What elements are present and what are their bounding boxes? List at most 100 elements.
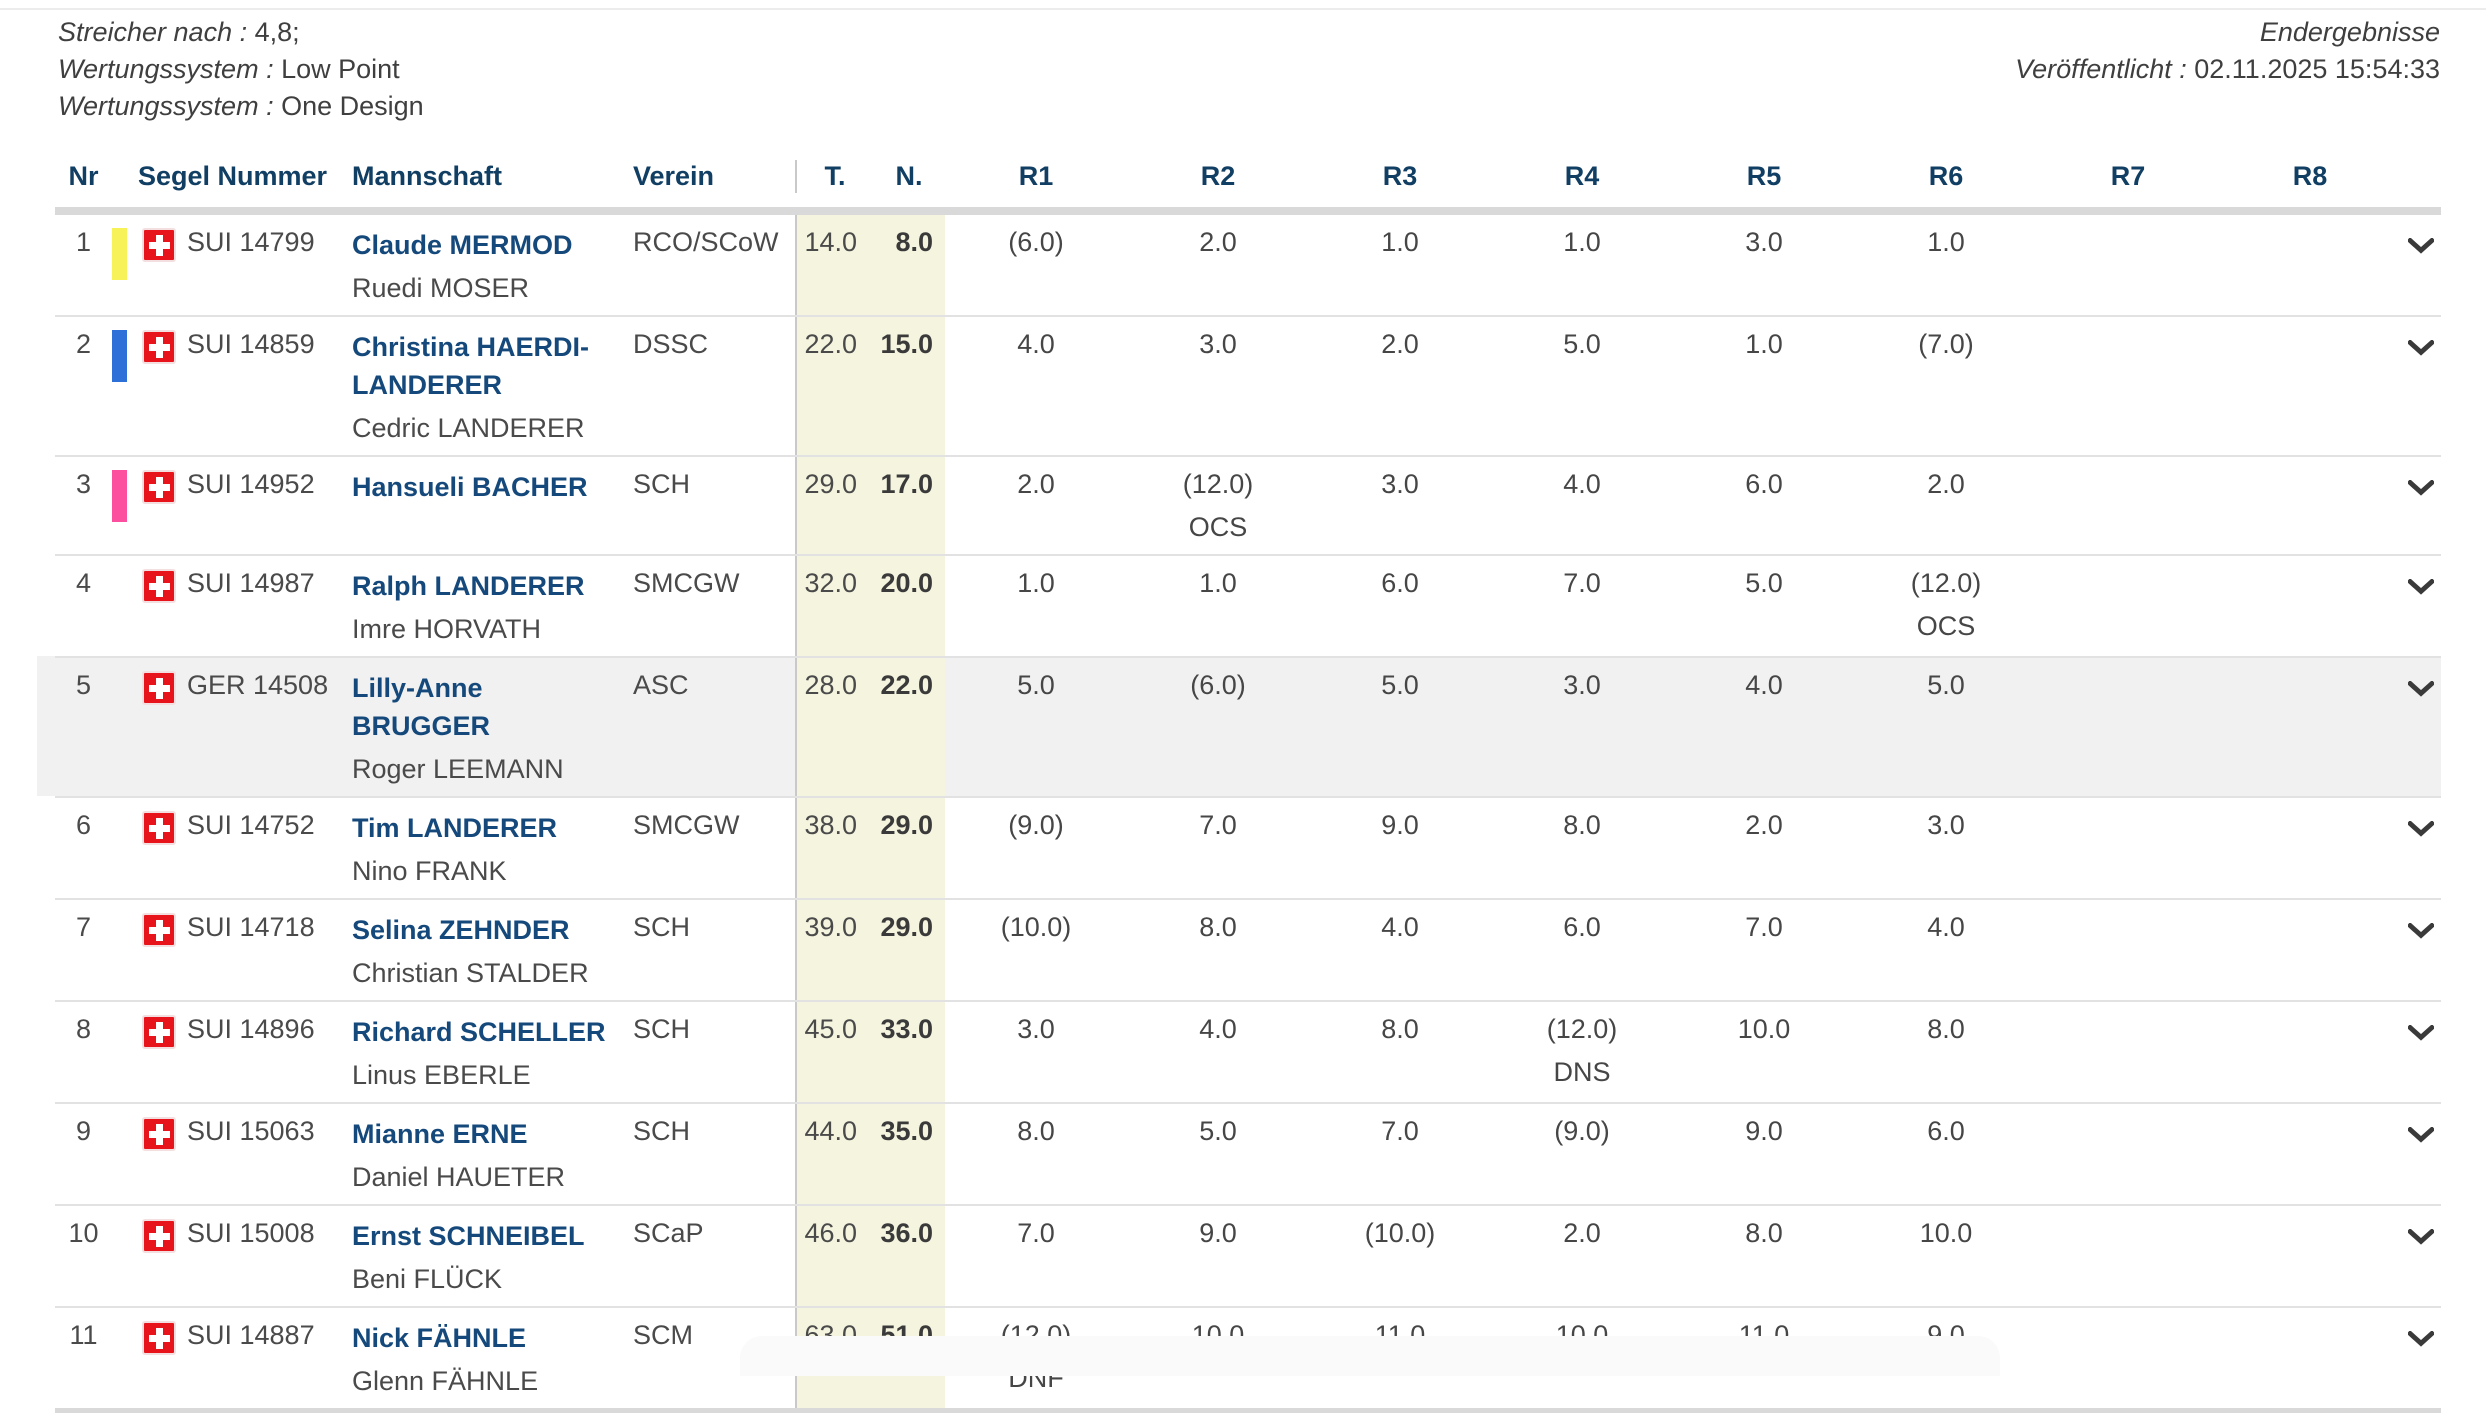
race-result: 1.0 (1309, 215, 1491, 269)
discards-value: 4,8; (254, 17, 300, 47)
race-result: 3.0 (1673, 215, 1855, 269)
chevron-down-icon[interactable] (2406, 1024, 2436, 1041)
class-system-label: Wertungssystem : (58, 91, 274, 121)
race-result (2219, 798, 2401, 819)
race-result: (10.0) (945, 900, 1127, 954)
race-points: (12.0) (1182, 469, 1254, 499)
chevron-down-icon[interactable] (2406, 1126, 2436, 1143)
net-points: 8.0 (873, 215, 945, 315)
club-name: RCO/SCoW (633, 227, 779, 257)
chevron-down-icon[interactable] (2406, 1228, 2436, 1245)
race-points: 8.0 (1745, 1218, 1783, 1248)
sail-number: SUI 14799 (187, 227, 315, 257)
race-result (2037, 1308, 2219, 1329)
helm-name: Mianne ERNE (352, 1119, 528, 1149)
race-result (2037, 900, 2219, 921)
table-row: 10 SUI 15008 Ernst SCHNEIBEL Beni FLÜCK SCaP… (55, 1204, 2441, 1306)
race-result (2219, 556, 2401, 577)
race-points: 2.0 (1927, 469, 1965, 499)
race-points: 4.0 (1927, 912, 1965, 942)
race-result: 6.0 (1855, 1104, 2037, 1158)
race-points: 7.0 (1199, 810, 1237, 840)
chevron-down-icon[interactable] (2406, 237, 2436, 254)
race-result (2037, 457, 2219, 478)
race-points: 6.0 (1745, 469, 1783, 499)
chevron-down-icon[interactable] (2406, 479, 2436, 496)
race-result: 3.0 (1127, 317, 1309, 371)
race-result: 5.0 (1855, 658, 2037, 712)
helm-name: Lilly-Anne BRUGGER (352, 673, 491, 741)
rank-number: 1 (75, 227, 92, 257)
race-result: 7.0 (945, 1206, 1127, 1260)
race-points: 3.0 (1745, 227, 1783, 257)
race-result: 2.0 (1491, 1206, 1673, 1260)
club-name: ASC (633, 670, 689, 700)
country-flag-cell (142, 900, 187, 957)
table-row: 2 SUI 14859 Christina HAERDI-LANDERER Cedri… (55, 315, 2441, 455)
fleet-color-cell (112, 1104, 142, 1127)
expand-cell (2401, 900, 2441, 957)
chevron-down-icon[interactable] (2406, 922, 2436, 939)
helm-name: Selina ZEHNDER (352, 915, 570, 945)
race-result: 8.0 (1673, 1206, 1855, 1260)
race-result (2037, 215, 2219, 236)
rank-number: 4 (75, 568, 92, 598)
race-points: 9.0 (1745, 1116, 1783, 1146)
rank-number: 5 (75, 670, 92, 700)
race-result: 6.0 (1491, 900, 1673, 954)
published-value: 02.11.2025 15:54:33 (2194, 54, 2440, 84)
race-result (2037, 658, 2219, 679)
flag-cross-horizontal (148, 926, 170, 934)
race-points: 10.0 (1919, 1218, 1973, 1248)
team-cell: Selina ZEHNDER Christian STALDER (352, 900, 627, 1000)
race-result: 10.0 (1855, 1206, 2037, 1260)
net-points: 35.0 (873, 1104, 945, 1204)
race-result: (9.0) (1491, 1104, 1673, 1158)
race-points: (12.0) (1910, 568, 1982, 598)
expand-cell (2401, 457, 2441, 514)
race-result: 1.0 (1491, 215, 1673, 269)
race-points: 9.0 (1381, 810, 1419, 840)
race-result: 8.0 (945, 1104, 1127, 1158)
scoring-system-value: Low Point (281, 54, 400, 84)
country-flag-cell (142, 1308, 187, 1365)
race-points: 2.0 (1381, 329, 1419, 359)
chevron-down-icon[interactable] (2406, 1330, 2436, 1347)
fleet-color-bar (112, 330, 127, 382)
header-race-r1: R1 (1018, 161, 1054, 191)
race-points: 8.0 (1927, 1014, 1965, 1044)
chevron-down-icon[interactable] (2406, 680, 2436, 697)
race-result: (6.0) (1127, 658, 1309, 712)
race-points: 7.0 (1563, 568, 1601, 598)
race-points: (9.0) (1008, 810, 1064, 840)
helm-name: Tim LANDERER (352, 813, 558, 843)
header-race-r8: R8 (2292, 161, 2328, 191)
total-points: 28.0 (795, 658, 873, 796)
race-result: 3.0 (1855, 798, 2037, 852)
chevron-down-icon[interactable] (2406, 339, 2436, 356)
race-points: 3.0 (1199, 329, 1237, 359)
chevron-down-icon[interactable] (2406, 578, 2436, 595)
total-points: 44.0 (795, 1104, 873, 1204)
race-points: (10.0) (1000, 912, 1072, 942)
net-points: 22.0 (873, 658, 945, 796)
next-section-edge (740, 1336, 2000, 1376)
crew-name: Nino FRANK (352, 856, 507, 886)
team-cell: Nick FÄHNLE Glenn FÄHNLE (352, 1308, 627, 1408)
race-points: 3.0 (1927, 810, 1965, 840)
race-points: 7.0 (1745, 912, 1783, 942)
team-cell: Claude MERMOD Ruedi MOSER (352, 215, 627, 315)
results-table: Nr Segel Nummer Mannschaft Verein T. N. … (55, 150, 2441, 1413)
header-rank: Nr (68, 161, 99, 191)
race-points: 5.0 (1381, 670, 1419, 700)
race-points: 4.0 (1017, 329, 1055, 359)
header-race-r6: R6 (1928, 161, 1964, 191)
club-name: SCH (633, 1116, 691, 1146)
fleet-color-cell (112, 1002, 142, 1025)
race-points: 10.0 (1737, 1014, 1791, 1044)
crew-name: Christian STALDER (352, 958, 589, 988)
race-points: (12.0) (1546, 1014, 1618, 1044)
chevron-down-icon[interactable] (2406, 820, 2436, 837)
race-result (2037, 1104, 2219, 1125)
race-result: 1.0 (1127, 556, 1309, 610)
